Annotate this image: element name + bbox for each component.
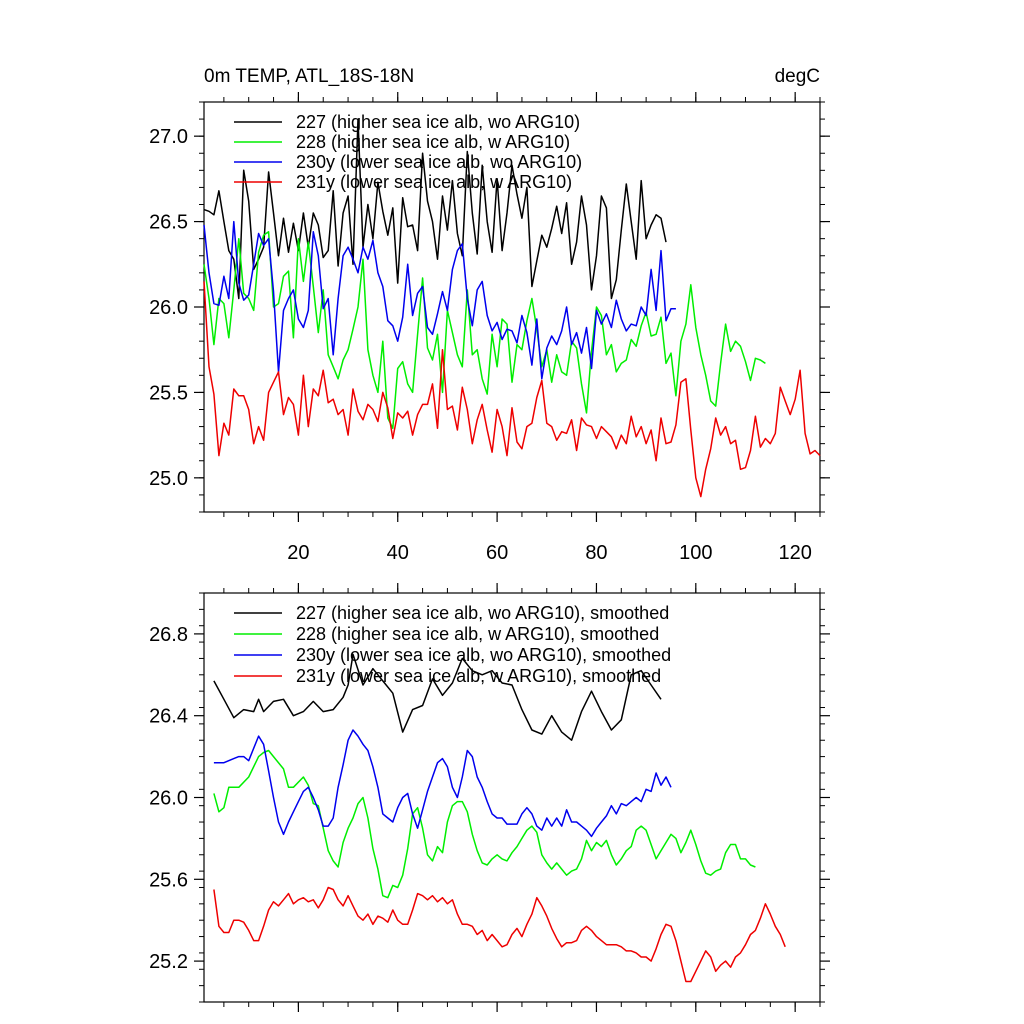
chart-title: 0m TEMP, ATL_18S-18N xyxy=(204,66,414,87)
y-tick-label: 25.5 xyxy=(149,382,188,404)
y-tick-label: 25.0 xyxy=(149,468,188,490)
x-tick-label: 80 xyxy=(585,542,607,564)
series-line-2 xyxy=(213,729,672,838)
legend-label-2: 230y (lower sea ice alb, wo ARG10), smoo… xyxy=(296,645,671,665)
y-tick-label: 26.5 xyxy=(149,212,188,234)
series-line-2 xyxy=(203,220,676,380)
chart-units: degC xyxy=(775,66,820,87)
y-tick-label: 25.2 xyxy=(149,951,188,973)
y-tick-label: 26.8 xyxy=(149,624,188,646)
y-tick-label: 25.6 xyxy=(149,869,188,891)
legend-label-2: 230y (lower sea ice alb, wo ARG10) xyxy=(296,152,582,172)
top-panel: 25.0 25.5 26.0 26.5 27.0 20 40 60 80 100 120 227 (h… xyxy=(149,92,830,564)
x-tick-label: 120 xyxy=(778,542,811,564)
series-line-3 xyxy=(213,886,786,983)
series-line-1 xyxy=(203,231,766,430)
x-tick-label: 100 xyxy=(679,542,712,564)
series-line-1 xyxy=(213,749,756,899)
x-tick-label: 60 xyxy=(486,542,508,564)
series-line-3 xyxy=(203,281,821,498)
x-tick-label: 20 xyxy=(287,542,309,564)
y-tick-label: 27.0 xyxy=(149,126,188,148)
legend-label-1: 228 (higher sea ice alb, w ARG10) xyxy=(296,132,570,152)
legend-label-3: 231y (lower sea ice alb, w ARG10), smoot… xyxy=(296,666,661,686)
series-line-0 xyxy=(213,653,662,741)
legend-label-0: 227 (higher sea ice alb, wo ARG10), smoo… xyxy=(296,603,669,623)
legend-label-1: 228 (higher sea ice alb, w ARG10), smoot… xyxy=(296,624,659,644)
legend-label-0: 227 (higher sea ice alb, wo ARG10) xyxy=(296,112,580,132)
x-tick-label: 40 xyxy=(387,542,409,564)
bottom-panel: 25.2 25.6 26.0 26.4 26.8 227 (higher sea ice … xyxy=(149,583,830,1012)
legend-label-3: 231y (lower sea ice alb, w ARG10) xyxy=(296,172,572,192)
y-tick-label: 26.4 xyxy=(149,706,188,728)
y-tick-label: 26.0 xyxy=(149,297,188,319)
y-tick-label: 26.0 xyxy=(149,788,188,810)
series-line-0 xyxy=(203,118,667,300)
